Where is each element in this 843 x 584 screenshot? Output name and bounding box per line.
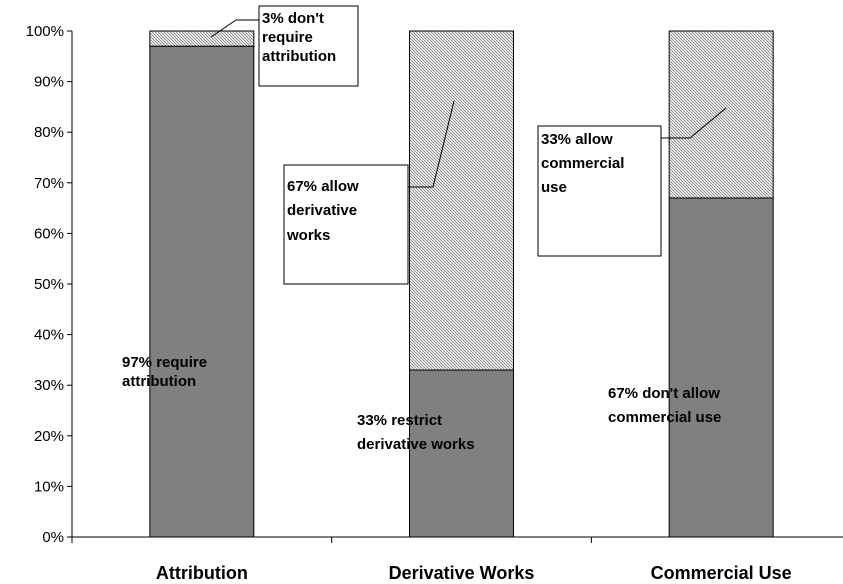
annotation-commercial-bottom-line-2: commercial use: [608, 409, 721, 426]
annotation-commercial-bottom: 67% don't allow commercial use: [608, 385, 724, 426]
bar-segment-lower-commercial-use: [668, 197, 774, 538]
bars: [149, 30, 774, 538]
annotation-callouts: [210, 5, 727, 285]
annotation-attribution-top-line-1: 3% don't: [262, 10, 324, 27]
bar-segment-upper-attribution: [149, 30, 255, 47]
y-tick-label: 100%: [26, 23, 64, 40]
annotation-commercial-top-line-3: use: [541, 179, 567, 196]
y-tick-label: 20%: [34, 428, 64, 445]
annotation-derivative-bottom: 33% restrict derivative works: [357, 412, 475, 453]
y-tick-label: 80%: [34, 124, 64, 141]
annotation-derivative-top: 67% allow derivative works: [286, 178, 363, 244]
callout-box-commercial-top: [537, 125, 662, 257]
y-tick-label: 70%: [34, 175, 64, 192]
y-tick-label: 40%: [34, 327, 64, 344]
annotation-derivative-top-line-1: 67% allow: [287, 178, 359, 195]
annotation-attribution-bottom-line-1: 97% require: [122, 354, 207, 371]
leader-line-derivative-top: [408, 100, 455, 188]
annotation-commercial-bottom-line-1: 67% don't allow: [608, 385, 720, 402]
axes: 0% 10% 20% 30% 40% 50% 60% 70% 80% 90% 100% Attribu…: [26, 23, 843, 583]
annotation-attribution-top-line-2: require: [262, 29, 313, 46]
y-tick-label: 60%: [34, 225, 64, 242]
x-tick-label: Commercial Use: [651, 563, 792, 583]
annotation-attribution-top-line-3: attribution: [262, 48, 336, 65]
annotation-derivative-top-line-3: works: [286, 227, 330, 244]
y-tick-label: 0%: [42, 529, 64, 546]
annotation-attribution-bottom-line-2: attribution: [122, 373, 196, 390]
bar-segment-lower-derivative-works: [409, 369, 514, 538]
annotation-texts: 3% don't require attribution 97% require…: [122, 10, 724, 453]
bar-segment-lower-attribution: [149, 45, 255, 538]
annotation-derivative-top-line-2: derivative: [287, 202, 357, 219]
annotation-commercial-top: 33% allow commercial use: [541, 131, 629, 196]
annotation-attribution-top: 3% don't require attribution: [262, 10, 336, 65]
y-tick-label: 10%: [34, 478, 64, 495]
y-tick-label: 30%: [34, 377, 64, 394]
x-tick-label: Attribution: [156, 563, 248, 583]
leader-line-attribution-top: [210, 19, 259, 38]
x-tick-label: Derivative Works: [389, 563, 535, 583]
annotation-commercial-top-line-2: commercial: [541, 155, 624, 172]
annotation-derivative-bottom-line-2: derivative works: [357, 436, 475, 453]
y-tick-label: 90%: [34, 74, 64, 91]
y-tick-label: 50%: [34, 276, 64, 293]
annotation-commercial-top-line-1: 33% allow: [541, 131, 613, 148]
bar-segment-upper-derivative-works: [409, 30, 514, 371]
callout-box-attribution-top: [258, 5, 359, 87]
leader-line-commercial-top: [661, 107, 727, 139]
annotation-attribution-bottom: 97% require attribution: [122, 354, 211, 390]
callout-box-derivative-top: [283, 164, 409, 285]
bar-segment-upper-commercial-use: [668, 30, 774, 199]
annotation-derivative-bottom-line-1: 33% restrict: [357, 412, 442, 429]
